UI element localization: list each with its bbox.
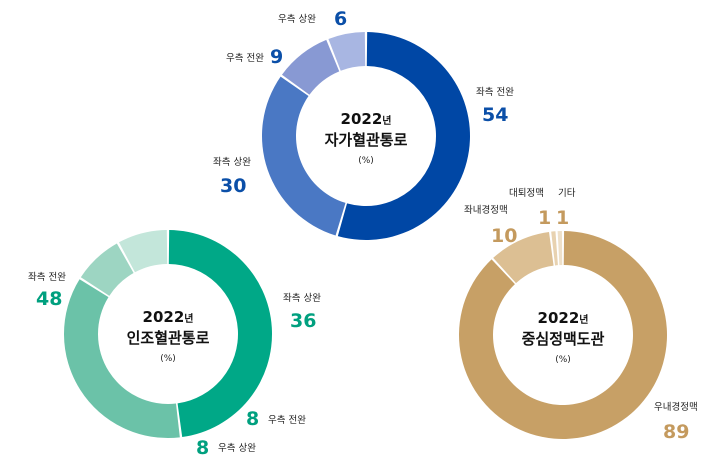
- chart-3-slice-4-label: 기타: [558, 188, 576, 199]
- chart-3-slice-2: [493, 231, 554, 284]
- chart-2-slice-1-label: 좌측 전완: [28, 272, 66, 283]
- chart-3-slice-4: [557, 231, 563, 266]
- chart-1-slice-2: [262, 76, 346, 236]
- chart-2-title-year: 2022년: [143, 308, 194, 326]
- chart-3-slice-3: [551, 231, 558, 266]
- chart-1-unit: (%): [358, 156, 374, 166]
- chart-3-title: 중심정맥도관: [522, 330, 605, 348]
- chart-3-slice-4-value: 1: [556, 207, 569, 229]
- chart-1-slice-4: [328, 32, 366, 71]
- chart-1-slice-3: [281, 39, 340, 95]
- chart-1-slice-1: [337, 32, 471, 241]
- chart-2-slice-3-label: 우측 전완: [268, 415, 306, 426]
- chart-3-title-year: 2022년: [538, 309, 589, 327]
- chart-1-title: 자가혈관통로: [325, 131, 408, 149]
- chart-3-slice-3-label: 대퇴정맥: [509, 188, 544, 199]
- chart-2-slice-2-label: 좌측 상완: [283, 293, 321, 304]
- chart-2-slice-2: [63, 279, 180, 438]
- chart-3-slice-1-label: 우내경정맥: [654, 401, 698, 413]
- chart-1-slice-2-label: 좌측 상완: [213, 157, 251, 168]
- chart-2-slice-1: [168, 230, 272, 438]
- chart-3-unit: (%): [555, 355, 571, 365]
- chart-3-slice-1: [459, 231, 668, 440]
- chart-3-slice-2-value: 10: [491, 225, 517, 247]
- chart-2-slice-3: [80, 243, 134, 296]
- chart-2-slice-4-label: 우측 상완: [218, 443, 256, 454]
- chart-2-slice-3-value: 8: [246, 408, 259, 430]
- chart-1-title-year: 2022년: [341, 110, 392, 128]
- chart-2-slice-2-value: 36: [290, 310, 316, 332]
- chart-2-title: 인조혈관통로: [127, 329, 210, 347]
- chart-1-slice-4-value: 6: [334, 8, 347, 30]
- chart-3-slice-1-value: 89: [663, 421, 689, 443]
- chart-3-slice-2-label: 좌내경정맥: [464, 204, 508, 216]
- chart-3-slice-3-value: 1: [538, 207, 551, 229]
- chart-2-slice-4: [118, 230, 168, 273]
- chart-1-slice-3-value: 9: [270, 46, 283, 68]
- chart-1-slice-1-label: 좌측 전완: [476, 87, 514, 98]
- chart-2-unit: (%): [160, 354, 176, 364]
- chart-1-slice-3-label: 우측 전완: [226, 53, 264, 64]
- chart-2-slice-4-value: 8: [196, 437, 209, 459]
- chart-1-slice-2-value: 30: [220, 175, 246, 197]
- chart-1-slice-1-value: 54: [482, 104, 508, 126]
- chart-2-slice-1-value: 48: [36, 288, 62, 310]
- chart-1-slice-4-label: 우측 상완: [278, 14, 316, 25]
